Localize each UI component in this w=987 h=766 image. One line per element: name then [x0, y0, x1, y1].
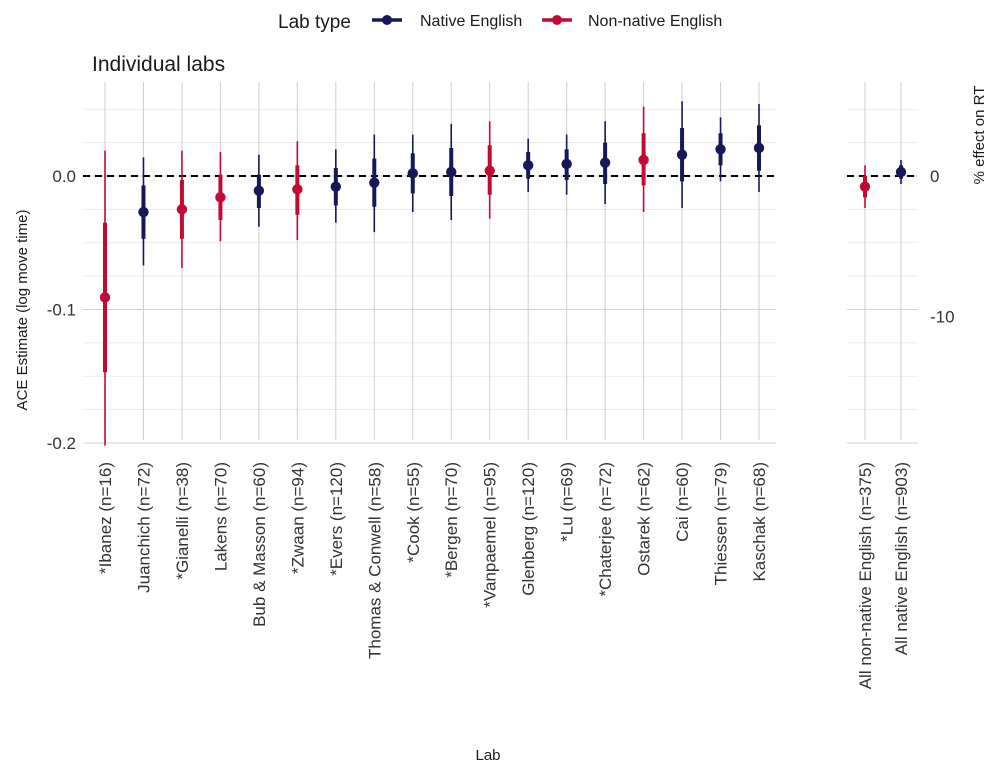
legend-swatch-nonnative-dot — [552, 15, 562, 25]
x-tick-label-vanpaemel-n-95: *Vanpaemel (n=95) — [481, 462, 500, 608]
point-chaterjee-n-72 — [599, 157, 611, 168]
x-tick-label-thiessen-n-79: Thiessen (n=79) — [712, 462, 731, 585]
x-tick-label-kaschak-n-68: Kaschak (n=68) — [750, 462, 769, 582]
legend-swatch-native-dot — [382, 15, 392, 25]
x-tick-label-thomas-conwell-n-58: Thomas & Conwell (n=58) — [365, 462, 384, 659]
y-tick-label: -0.1 — [47, 301, 76, 320]
point-ostarek-n-62 — [638, 154, 649, 166]
y-tick-label-right: -10 — [930, 308, 955, 327]
x-tick-label-cook-n-55: *Cook (n=55) — [404, 462, 423, 563]
x-tick-label-cai-n-60: Cai (n=60) — [673, 462, 692, 542]
x-tick-label-gianelli-n-38: *Gianelli (n=38) — [173, 462, 192, 580]
legend: Lab type Native English Non-native Engli… — [278, 12, 722, 33]
legend-label-nonnative: Non-native English — [588, 13, 722, 30]
point-thomas-conwell-n-58 — [369, 177, 380, 188]
legend-title: Lab type — [278, 12, 351, 33]
x-tick-label-bergen-n-70: *Bergen (n=70) — [442, 462, 461, 578]
point-lu-n-69 — [561, 158, 572, 170]
legend-label-native: Native English — [420, 13, 522, 30]
x-tick-label-ibanez-n-16: *Ibanez (n=16) — [96, 462, 115, 574]
y-axis-title-right: % effect on RT — [971, 86, 987, 185]
y-axis-title: ACE Estimate (log move time) — [14, 210, 31, 411]
point-evers-n-120 — [330, 181, 342, 192]
x-axis-title: Lab — [475, 747, 500, 764]
point-glenberg-n-120 — [522, 160, 534, 171]
x-tick-label-lu-n-69: *Lu (n=69) — [558, 462, 577, 542]
point-ibanez-n-16 — [99, 292, 111, 303]
point-bergen-n-70 — [446, 166, 457, 178]
point-zwaan-n-94 — [292, 184, 303, 195]
y-tick-label: -0.2 — [47, 434, 76, 453]
x-tick-label-ostarek-n-62: Ostarek (n=62) — [635, 462, 654, 576]
y-tick-label: 0.0 — [52, 167, 76, 186]
panel-title-individual: Individual labs — [92, 53, 225, 76]
x-tick-label-bub-masson-n-60: Bub & Masson (n=60) — [250, 462, 269, 627]
point-kaschak-n-68 — [753, 142, 765, 154]
point-all-native-english-n-903 — [895, 166, 907, 178]
x-tick-label-glenberg-n-120: Glenberg (n=120) — [519, 462, 538, 596]
point-lakens-n-70 — [215, 192, 226, 203]
x-tick-label-zwaan-n-94: *Zwaan (n=94) — [288, 462, 307, 574]
panel-0: *Ibanez (n=16) Juanchich (n=72) *Gianelli … — [83, 82, 776, 659]
point-thiessen-n-79 — [715, 144, 726, 155]
point-cai-n-60 — [676, 149, 688, 160]
x-tick-label-lakens-n-70: Lakens (n=70) — [211, 462, 230, 571]
point-cook-n-55 — [407, 168, 418, 179]
x-tick-label-all-native-english-n-903: All native English (n=903) — [892, 462, 911, 655]
x-tick-label-evers-n-120: *Evers (n=120) — [327, 462, 346, 576]
point-bub-masson-n-60 — [253, 185, 265, 196]
point-all-non-native-english-n-375 — [859, 181, 871, 192]
point-vanpaemel-n-95 — [484, 165, 495, 176]
x-tick-label-all-non-native-english-n-375: All non-native English (n=375) — [856, 462, 875, 689]
x-tick-label-chaterjee-n-72: *Chaterjee (n=72) — [596, 462, 615, 597]
x-tick-label-juanchich-n-72: Juanchich (n=72) — [134, 462, 153, 593]
point-gianelli-n-38 — [176, 204, 188, 215]
y-tick-label-right: 0 — [930, 167, 939, 186]
panel-1: All non-native English (n=375) All native… — [847, 82, 918, 689]
point-juanchich-n-72 — [138, 206, 149, 218]
